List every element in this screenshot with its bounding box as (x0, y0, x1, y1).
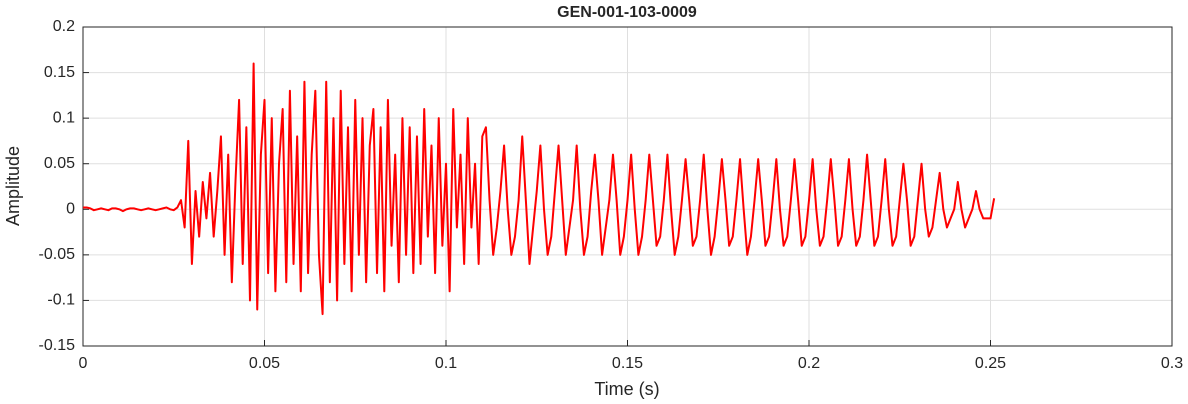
x-tick-label: 0.15 (612, 355, 643, 372)
y-tick-label: 0.15 (44, 64, 75, 81)
x-tick-label: 0.1 (435, 355, 457, 372)
x-tick-label: 0.25 (975, 355, 1006, 372)
x-axis-label: Time (s) (594, 379, 659, 399)
y-tick-label: 0.05 (44, 155, 75, 172)
plot-frame (82, 26, 1173, 347)
x-tick-label: 0 (79, 355, 88, 372)
y-tick-label: -0.1 (47, 292, 75, 309)
x-tick-label: 0.2 (798, 355, 820, 372)
y-tick-label: -0.15 (39, 337, 76, 354)
y-tick-label: 0.2 (53, 18, 75, 35)
y-axis-label: Amplitude (3, 146, 23, 226)
y-tick-label: 0.1 (53, 109, 75, 126)
chart-title: GEN-001-103-0009 (557, 4, 697, 21)
x-tick-label: 0.05 (249, 355, 280, 372)
waveform-line (83, 62, 996, 316)
x-tick-label: 0.3 (1161, 355, 1183, 372)
y-tick-label: 0 (66, 201, 75, 218)
y-tick-label: -0.05 (39, 246, 76, 263)
